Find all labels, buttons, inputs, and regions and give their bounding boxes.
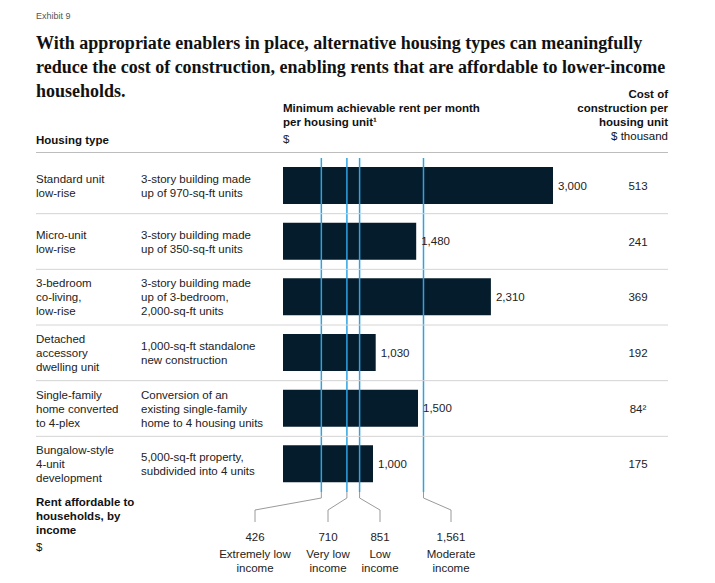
svg-text:1,500: 1,500	[423, 402, 452, 414]
svg-text:1,480: 1,480	[421, 235, 450, 247]
svg-text:development: development	[36, 472, 103, 484]
svg-text:513: 513	[628, 180, 647, 192]
svg-text:income: income	[309, 562, 346, 574]
svg-text:accessory: accessory	[36, 347, 88, 359]
svg-text:2,310: 2,310	[496, 291, 525, 303]
svg-text:3-story building made: 3-story building made	[141, 173, 251, 185]
svg-text:1,000: 1,000	[378, 458, 407, 470]
svg-text:241: 241	[628, 236, 647, 248]
html-text:Exhibit 9: Exhibit 9	[36, 11, 71, 21]
svg-text:subdivided into 4 units: subdivided into 4 units	[141, 465, 255, 477]
svg-text:Moderate: Moderate	[427, 548, 476, 560]
svg-text:426: 426	[245, 531, 264, 543]
svg-text:dwelling unit: dwelling unit	[36, 361, 100, 373]
svg-text:3-bedroom: 3-bedroom	[36, 277, 92, 289]
svg-text:3-story building made: 3-story building made	[141, 229, 251, 241]
svg-text:2,000-sq-ft units: 2,000-sq-ft units	[141, 305, 224, 317]
svg-text:175: 175	[628, 458, 647, 470]
html-text:Housing type: Housing type	[36, 134, 109, 146]
html-text:Rent affordable to households,: Rent affordable to households, by income	[36, 496, 135, 536]
html-text:$ thousand: $ thousand	[611, 130, 668, 142]
svg-text:Bungalow-style: Bungalow-style	[36, 444, 114, 456]
svg-text:home converted: home converted	[36, 403, 118, 415]
svg-text:income: income	[236, 562, 273, 574]
svg-text:192: 192	[628, 347, 647, 359]
svg-text:1,030: 1,030	[381, 347, 410, 359]
svg-text:Standard unit: Standard unit	[36, 173, 105, 185]
svg-text:income: income	[432, 562, 469, 574]
svg-text:existing single-family: existing single-family	[141, 403, 247, 415]
svg-text:up of 970-sq-ft units: up of 970-sq-ft units	[141, 187, 243, 199]
svg-text:Extremely low: Extremely low	[219, 548, 291, 560]
svg-text:low-rise: low-rise	[36, 187, 76, 199]
svg-text:income: income	[361, 562, 398, 574]
svg-text:low-rise: low-rise	[36, 305, 76, 317]
svg-text:5,000-sq-ft property,: 5,000-sq-ft property,	[141, 451, 244, 463]
svg-text:Very low: Very low	[306, 548, 350, 560]
html-text:With appropriate enablers in p: With appropriate enablers in place, alte…	[36, 33, 666, 101]
svg-text:369: 369	[628, 291, 647, 303]
svg-text:84²: 84²	[630, 403, 647, 415]
svg-text:home to 4 housing units: home to 4 housing units	[141, 417, 263, 429]
svg-text:Single-family: Single-family	[36, 389, 102, 401]
svg-text:low-rise: low-rise	[36, 243, 76, 255]
html-text:Minimum achievable rent per mo: Minimum achievable rent per month per ho…	[283, 102, 480, 128]
svg-text:up of 3-bedroom,: up of 3-bedroom,	[141, 291, 229, 303]
svg-text:851: 851	[370, 531, 389, 543]
html-text:Cost of construction per housi: Cost of construction per housing unit	[577, 88, 668, 128]
svg-text:up of 350-sq-ft units: up of 350-sq-ft units	[141, 243, 243, 255]
svg-text:710: 710	[318, 531, 337, 543]
svg-text:Low: Low	[369, 548, 391, 560]
svg-text:to 4-plex: to 4-plex	[36, 417, 80, 429]
svg-text:Micro-unit: Micro-unit	[36, 229, 87, 241]
svg-text:1,561: 1,561	[437, 531, 466, 543]
svg-text:new construction: new construction	[141, 354, 227, 366]
svg-text:Detached: Detached	[36, 333, 85, 345]
svg-text:Conversion of an: Conversion of an	[141, 389, 228, 401]
svg-text:co-living,: co-living,	[36, 291, 81, 303]
svg-text:3-story building made: 3-story building made	[141, 277, 251, 289]
svg-text:1,000-sq-ft standalone: 1,000-sq-ft standalone	[141, 340, 255, 352]
svg-text:3,000: 3,000	[558, 180, 587, 192]
svg-text:4-unit: 4-unit	[36, 458, 66, 470]
